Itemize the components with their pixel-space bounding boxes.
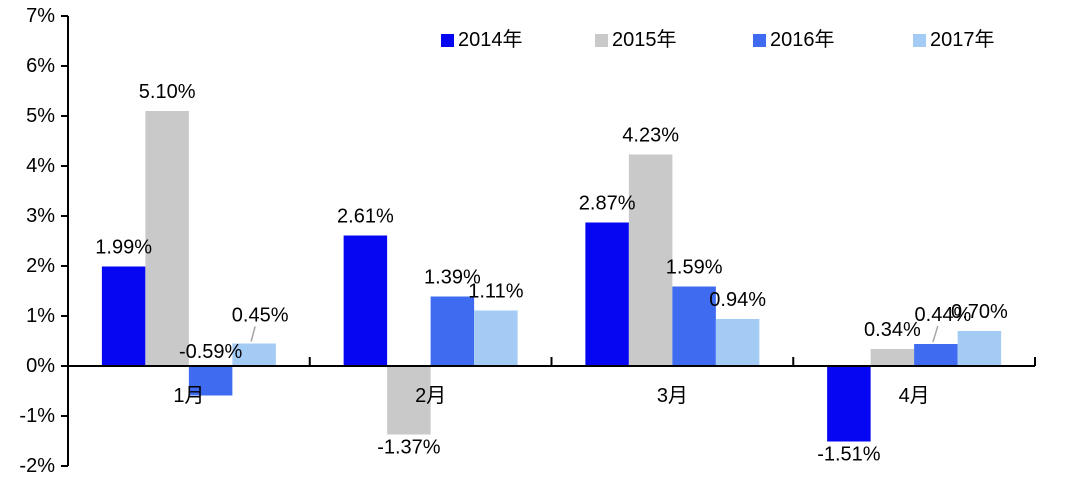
category-label: 1月: [173, 385, 204, 407]
data-label: 0.34%: [864, 319, 921, 341]
legend-label: 2017年: [930, 29, 995, 51]
bar-2016年-2月: [430, 296, 475, 366]
y-tick-label: -2%: [19, 455, 55, 477]
y-tick-label: 6%: [26, 55, 55, 77]
legend-swatch-icon: [913, 34, 926, 47]
bar-2015年-4月: [870, 349, 915, 366]
bar-2015年-1月: [145, 111, 189, 366]
legend-swatch-icon: [441, 34, 454, 47]
y-tick-label: 3%: [26, 205, 55, 227]
legend-label: 2014年: [458, 29, 523, 51]
bar-2014年-2月: [343, 235, 388, 366]
y-tick-label: -1%: [19, 405, 55, 427]
category-label: 2月: [415, 385, 446, 407]
data-label: -1.37%: [377, 437, 441, 459]
bar-2016年-3月: [672, 286, 716, 366]
y-tick-label: 4%: [26, 155, 55, 177]
legend-item-series-3: 2017年: [913, 29, 995, 52]
y-tick-label: 7%: [26, 5, 55, 27]
bar-2017年-3月: [715, 319, 760, 366]
category-label: 4月: [899, 385, 930, 407]
bar-2016年-1月: [188, 366, 233, 396]
data-label: 0.44%: [915, 304, 972, 326]
bar-2016年-4月: [914, 344, 958, 366]
legend-item-series-2: 2016年: [753, 29, 835, 52]
legend-label: 2016年: [770, 29, 835, 51]
legend-item-series-1: 2015年: [595, 29, 677, 52]
y-tick-label: 2%: [26, 255, 55, 277]
bar-2017年-4月: [957, 331, 1002, 366]
legend-swatch-icon: [753, 34, 766, 47]
data-label-leader-line: [932, 325, 939, 343]
data-label: -0.59%: [179, 341, 243, 363]
data-label: 4.23%: [622, 125, 679, 147]
y-tick-label: 1%: [26, 305, 55, 327]
bar-2014年-3月: [585, 222, 629, 366]
data-label: 1.39%: [424, 267, 481, 289]
y-tick-label: 0%: [26, 355, 55, 377]
data-label: 1.11%: [468, 281, 523, 303]
data-label: 0.94%: [709, 289, 766, 311]
y-tick-label: 5%: [26, 105, 55, 127]
data-label: -1.51%: [817, 444, 881, 466]
bar-2014年-1月: [101, 266, 146, 366]
category-label: 3月: [657, 385, 688, 407]
legend-label: 2015年: [612, 29, 677, 51]
bar-2015年-3月: [628, 154, 673, 366]
bar-2014年-4月: [827, 366, 871, 442]
legend-item-series-0: 2014年: [441, 29, 523, 52]
bar-2017年-2月: [474, 310, 518, 366]
data-label: 0.70%: [951, 301, 1008, 323]
data-label-leader-line: [250, 326, 256, 342]
data-label: 1.59%: [666, 257, 723, 279]
data-label: 2.61%: [337, 206, 394, 228]
data-label: 1.99%: [95, 237, 152, 259]
bar-2017年-1月: [232, 343, 276, 366]
bar-2015年-2月: [387, 366, 431, 435]
data-label: 0.45%: [232, 305, 289, 327]
legend-swatch-icon: [595, 34, 608, 47]
data-label: 5.10%: [139, 81, 196, 103]
data-label: 2.87%: [579, 193, 636, 215]
